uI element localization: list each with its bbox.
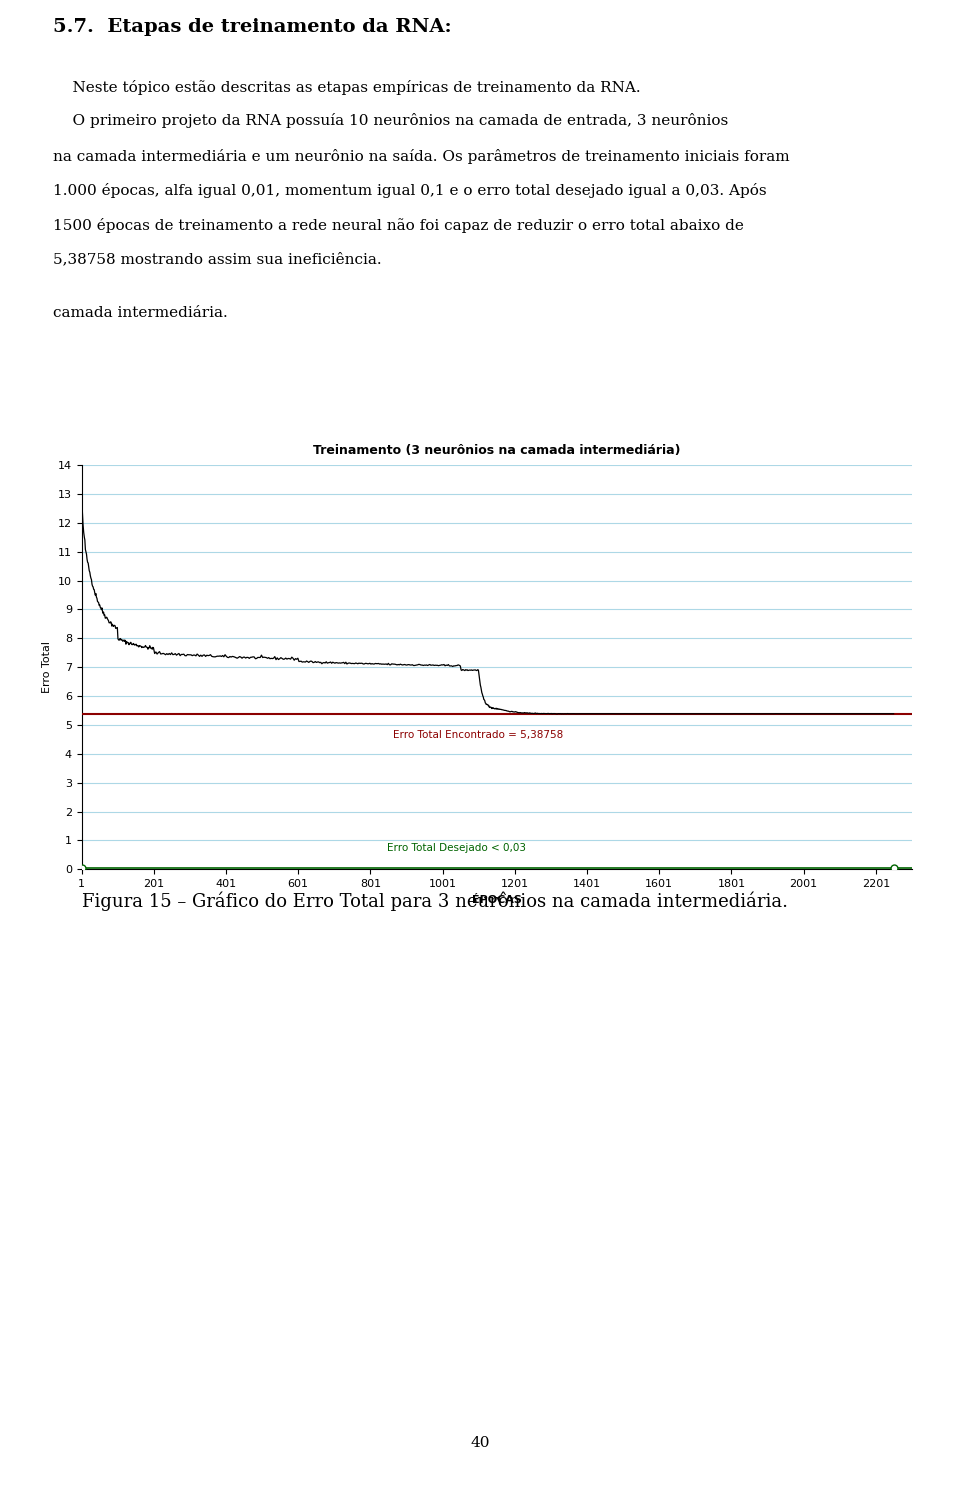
Text: Figura 15 – Gráfico do Erro Total para 3 neurônios na camada intermediária.: Figura 15 – Gráfico do Erro Total para 3…: [82, 892, 787, 911]
Text: 1500 épocas de treinamento a rede neural não foi capaz de reduzir o erro total a: 1500 épocas de treinamento a rede neural…: [53, 218, 744, 233]
X-axis label: ÉPOCAS: ÉPOCAS: [472, 895, 521, 905]
Text: Neste tópico estão descritas as etapas empíricas de treinamento da RNA.: Neste tópico estão descritas as etapas e…: [53, 80, 640, 95]
Text: Erro Total Encontrado = 5,38758: Erro Total Encontrado = 5,38758: [394, 730, 564, 740]
Text: 1.000 épocas, alfa igual 0,01, momentum igual 0,1 e o erro total desejado igual : 1.000 épocas, alfa igual 0,01, momentum …: [53, 183, 766, 198]
Y-axis label: Erro Total: Erro Total: [42, 642, 52, 692]
Text: na camada intermediária e um neurônio na saída. Os parâmetros de treinamento ini: na camada intermediária e um neurônio na…: [53, 149, 789, 163]
Text: 5.7.  Etapas de treinamento da RNA:: 5.7. Etapas de treinamento da RNA:: [53, 18, 451, 36]
Text: 40: 40: [470, 1437, 490, 1450]
Text: camada intermediária.: camada intermediária.: [53, 306, 228, 319]
Title: Treinamento (3 neurônios na camada intermediária): Treinamento (3 neurônios na camada inter…: [313, 444, 681, 458]
Text: 5,38758 mostrando assim sua ineficiência.: 5,38758 mostrando assim sua ineficiência…: [53, 253, 381, 266]
Text: O primeiro projeto da RNA possuía 10 neurônios na camada de entrada, 3 neurônios: O primeiro projeto da RNA possuía 10 neu…: [53, 113, 728, 128]
Text: Erro Total Desejado < 0,03: Erro Total Desejado < 0,03: [387, 843, 526, 853]
